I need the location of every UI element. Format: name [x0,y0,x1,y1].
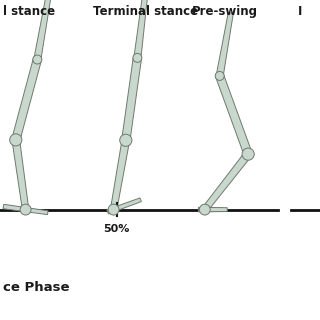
Polygon shape [202,152,251,212]
Text: 50%: 50% [104,224,130,234]
Text: Pre-swing: Pre-swing [192,5,258,18]
Circle shape [242,148,254,160]
Polygon shape [12,59,41,141]
Polygon shape [216,75,252,156]
Circle shape [133,53,142,62]
Polygon shape [12,139,29,210]
Polygon shape [110,140,130,210]
Circle shape [215,71,224,80]
Circle shape [120,134,132,146]
Polygon shape [216,12,233,76]
Circle shape [10,134,22,146]
Circle shape [108,204,119,215]
Polygon shape [34,0,51,60]
Polygon shape [134,0,148,58]
Circle shape [199,204,210,215]
Polygon shape [122,57,141,141]
Polygon shape [3,204,48,215]
Circle shape [20,204,31,215]
Text: I: I [298,5,302,18]
Text: Terminal stance: Terminal stance [93,5,198,18]
Text: ce Phase: ce Phase [3,281,70,294]
Polygon shape [107,198,141,214]
Text: l stance: l stance [3,5,55,18]
Polygon shape [198,207,227,212]
Circle shape [33,55,42,64]
